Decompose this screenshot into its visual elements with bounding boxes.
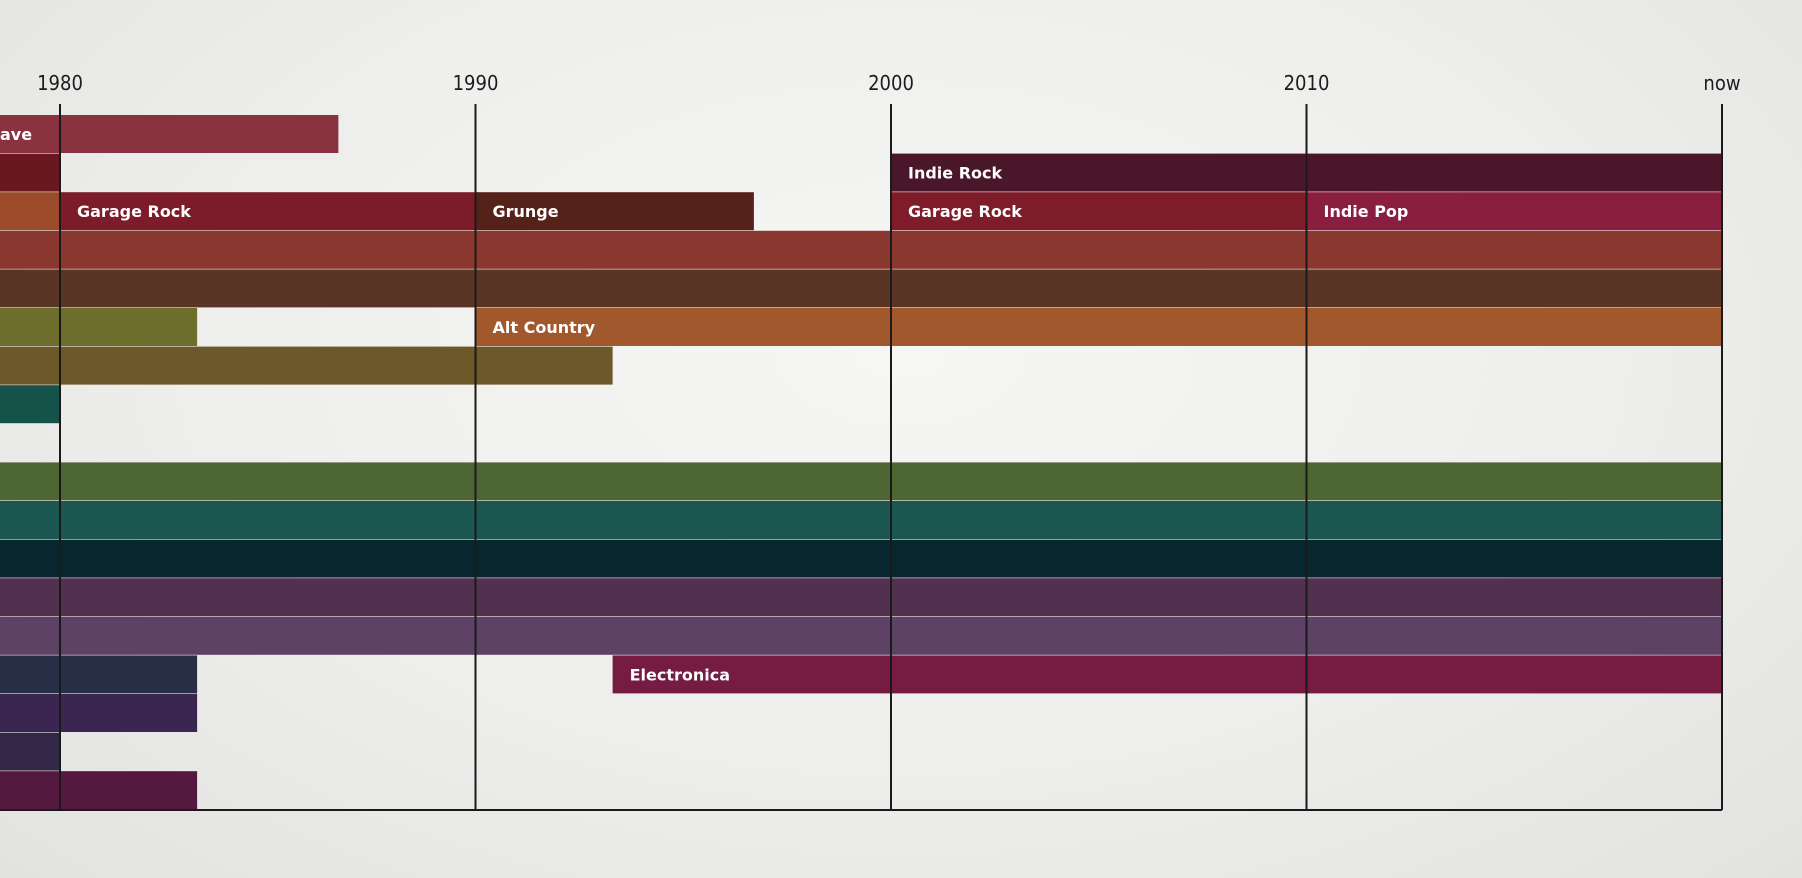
timeline-bar [0,655,198,694]
bar-label: Indie Pop [1324,202,1409,221]
bars-layer [0,115,1722,810]
timeline-bar [0,308,198,346]
timeline-bar [0,578,1722,617]
timeline-bar [0,694,198,732]
timeline-bar [475,308,1722,346]
bar-label: Grunge [493,202,559,221]
x-tick-label: 1980 [37,71,83,95]
bar-label: Electronica [630,665,730,684]
timeline-bar [60,192,476,231]
timeline-bar [0,616,1722,655]
bar-label: Garage Rock [77,202,191,221]
timeline-bar [0,153,60,192]
timeline-bar [0,269,1722,308]
bar-label: Alt Country [493,318,596,337]
bar-label: Garage Rock [908,202,1022,221]
bar-label: Indie Rock [908,164,1003,183]
x-tick-label: 1990 [453,71,499,95]
timeline-bar [0,115,339,153]
timeline-bar [0,462,1722,501]
bar-label: ave [0,125,32,144]
timeline-bar [0,732,60,771]
timeline-bar [891,192,1307,231]
x-tick-label: 2000 [868,71,914,95]
timeline-bar [0,539,1722,578]
timeline-bar [0,501,1722,539]
timeline-bar [0,385,60,424]
timeline-bar [612,655,1722,694]
grid-layer [0,104,1723,811]
timeline-bar [0,771,198,810]
timeline-bar [0,192,60,231]
timeline-bar [0,346,613,385]
timeline-bar [1306,192,1722,231]
x-tick-label: 2010 [1284,71,1330,95]
timeline-bar [0,230,1722,269]
timeline-bar [475,192,754,231]
labels-layer: ave Indie Rock Garage Rock Grunge Garage Roc… [0,71,1741,684]
x-tick-label: now [1703,71,1740,95]
